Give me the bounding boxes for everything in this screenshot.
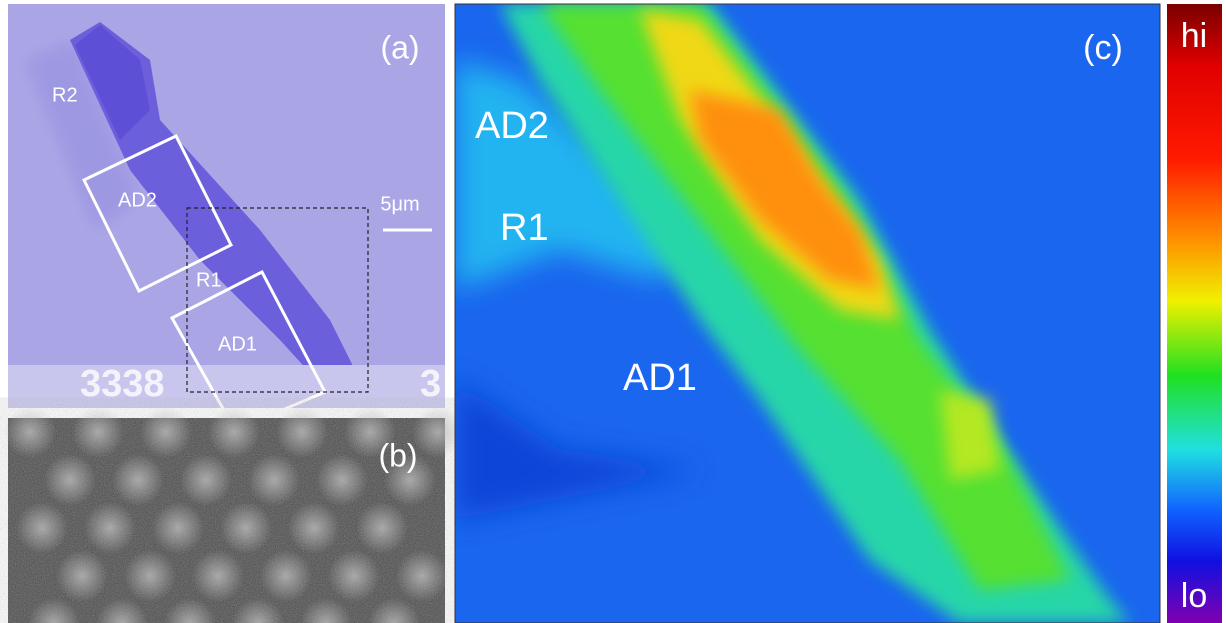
panel-label: (b) [378,437,417,473]
lattice-spot [124,550,176,602]
region-label: AD2 [118,189,157,211]
region-label: AD1 [218,333,257,355]
colorbar-min: lo [1181,577,1207,615]
lattice-spot [396,550,448,602]
colorbar-max: hi [1181,17,1207,55]
region-label: AD1 [623,357,697,399]
substrate-digits: 3338 [80,363,165,405]
substrate-strip [8,365,445,408]
substrate-digits: 3 [420,363,441,405]
lattice-spot [248,454,300,506]
figure: 3338 3 5μm (a) R2 AD2 R1 AD1 (b) (c) AD2… [0,0,1226,623]
region-label: R1 [196,269,222,291]
colorbar [1167,4,1222,623]
lattice-spot [220,502,272,554]
panel-label: (c) [1083,29,1123,67]
lattice-spot [276,406,328,458]
panel-c: (c) AD2 R1 AD1 [455,4,1160,623]
lattice-spot [56,550,108,602]
lattice-spot [140,406,192,458]
region-label: R1 [500,207,549,249]
lattice-spot [44,454,96,506]
lattice-spot [152,502,204,554]
lattice-spot [208,406,260,458]
lattice-spot [288,502,340,554]
panel-label: (a) [380,29,419,65]
panel-a: 3338 3 5μm (a) R2 AD2 R1 AD1 [8,4,445,430]
lattice-spot [16,502,68,554]
scale-label: 5μm [380,193,419,215]
lattice-spot [260,550,312,602]
lattice-spot [180,454,232,506]
panel-b: (b) [4,406,464,623]
lattice-spot [72,406,124,458]
region-label: AD2 [475,105,549,147]
lattice-spot [328,550,380,602]
lattice-spot [316,454,368,506]
lattice-spot [192,550,244,602]
lattice-spot [84,502,136,554]
region-label: R2 [52,84,78,106]
lattice-spot [4,406,56,458]
lattice-spot [356,502,408,554]
lattice-spot [112,454,164,506]
